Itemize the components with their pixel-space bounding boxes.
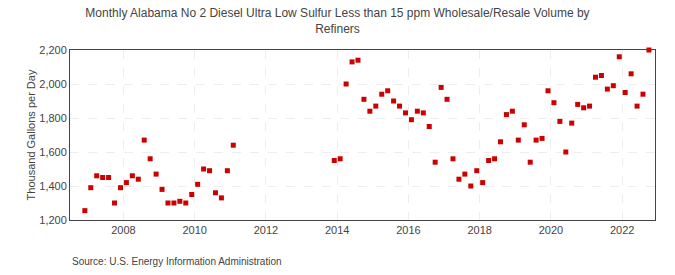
svg-text:1,400: 1,400 <box>39 180 67 192</box>
svg-text:2008: 2008 <box>111 224 135 236</box>
svg-text:Thousand Gallons per Day: Thousand Gallons per Day <box>25 69 37 200</box>
svg-text:1,200: 1,200 <box>39 214 67 226</box>
svg-text:2020: 2020 <box>539 224 563 236</box>
svg-text:Source: U.S. Energy Informatio: Source: U.S. Energy Information Administ… <box>72 256 282 267</box>
svg-text:1,800: 1,800 <box>39 112 67 124</box>
svg-text:1,600: 1,600 <box>39 146 67 158</box>
svg-text:2,000: 2,000 <box>39 78 67 90</box>
svg-text:2,200: 2,200 <box>39 44 67 56</box>
svg-text:2018: 2018 <box>467 224 491 236</box>
svg-text:2014: 2014 <box>325 224 349 236</box>
svg-text:2010: 2010 <box>182 224 206 236</box>
svg-text:2022: 2022 <box>610 224 634 236</box>
svg-text:2012: 2012 <box>254 224 278 236</box>
svg-text:Monthly Alabama No 2 Diesel Ul: Monthly Alabama No 2 Diesel Ultra Low Su… <box>85 6 589 36</box>
svg-text:2016: 2016 <box>396 224 420 236</box>
